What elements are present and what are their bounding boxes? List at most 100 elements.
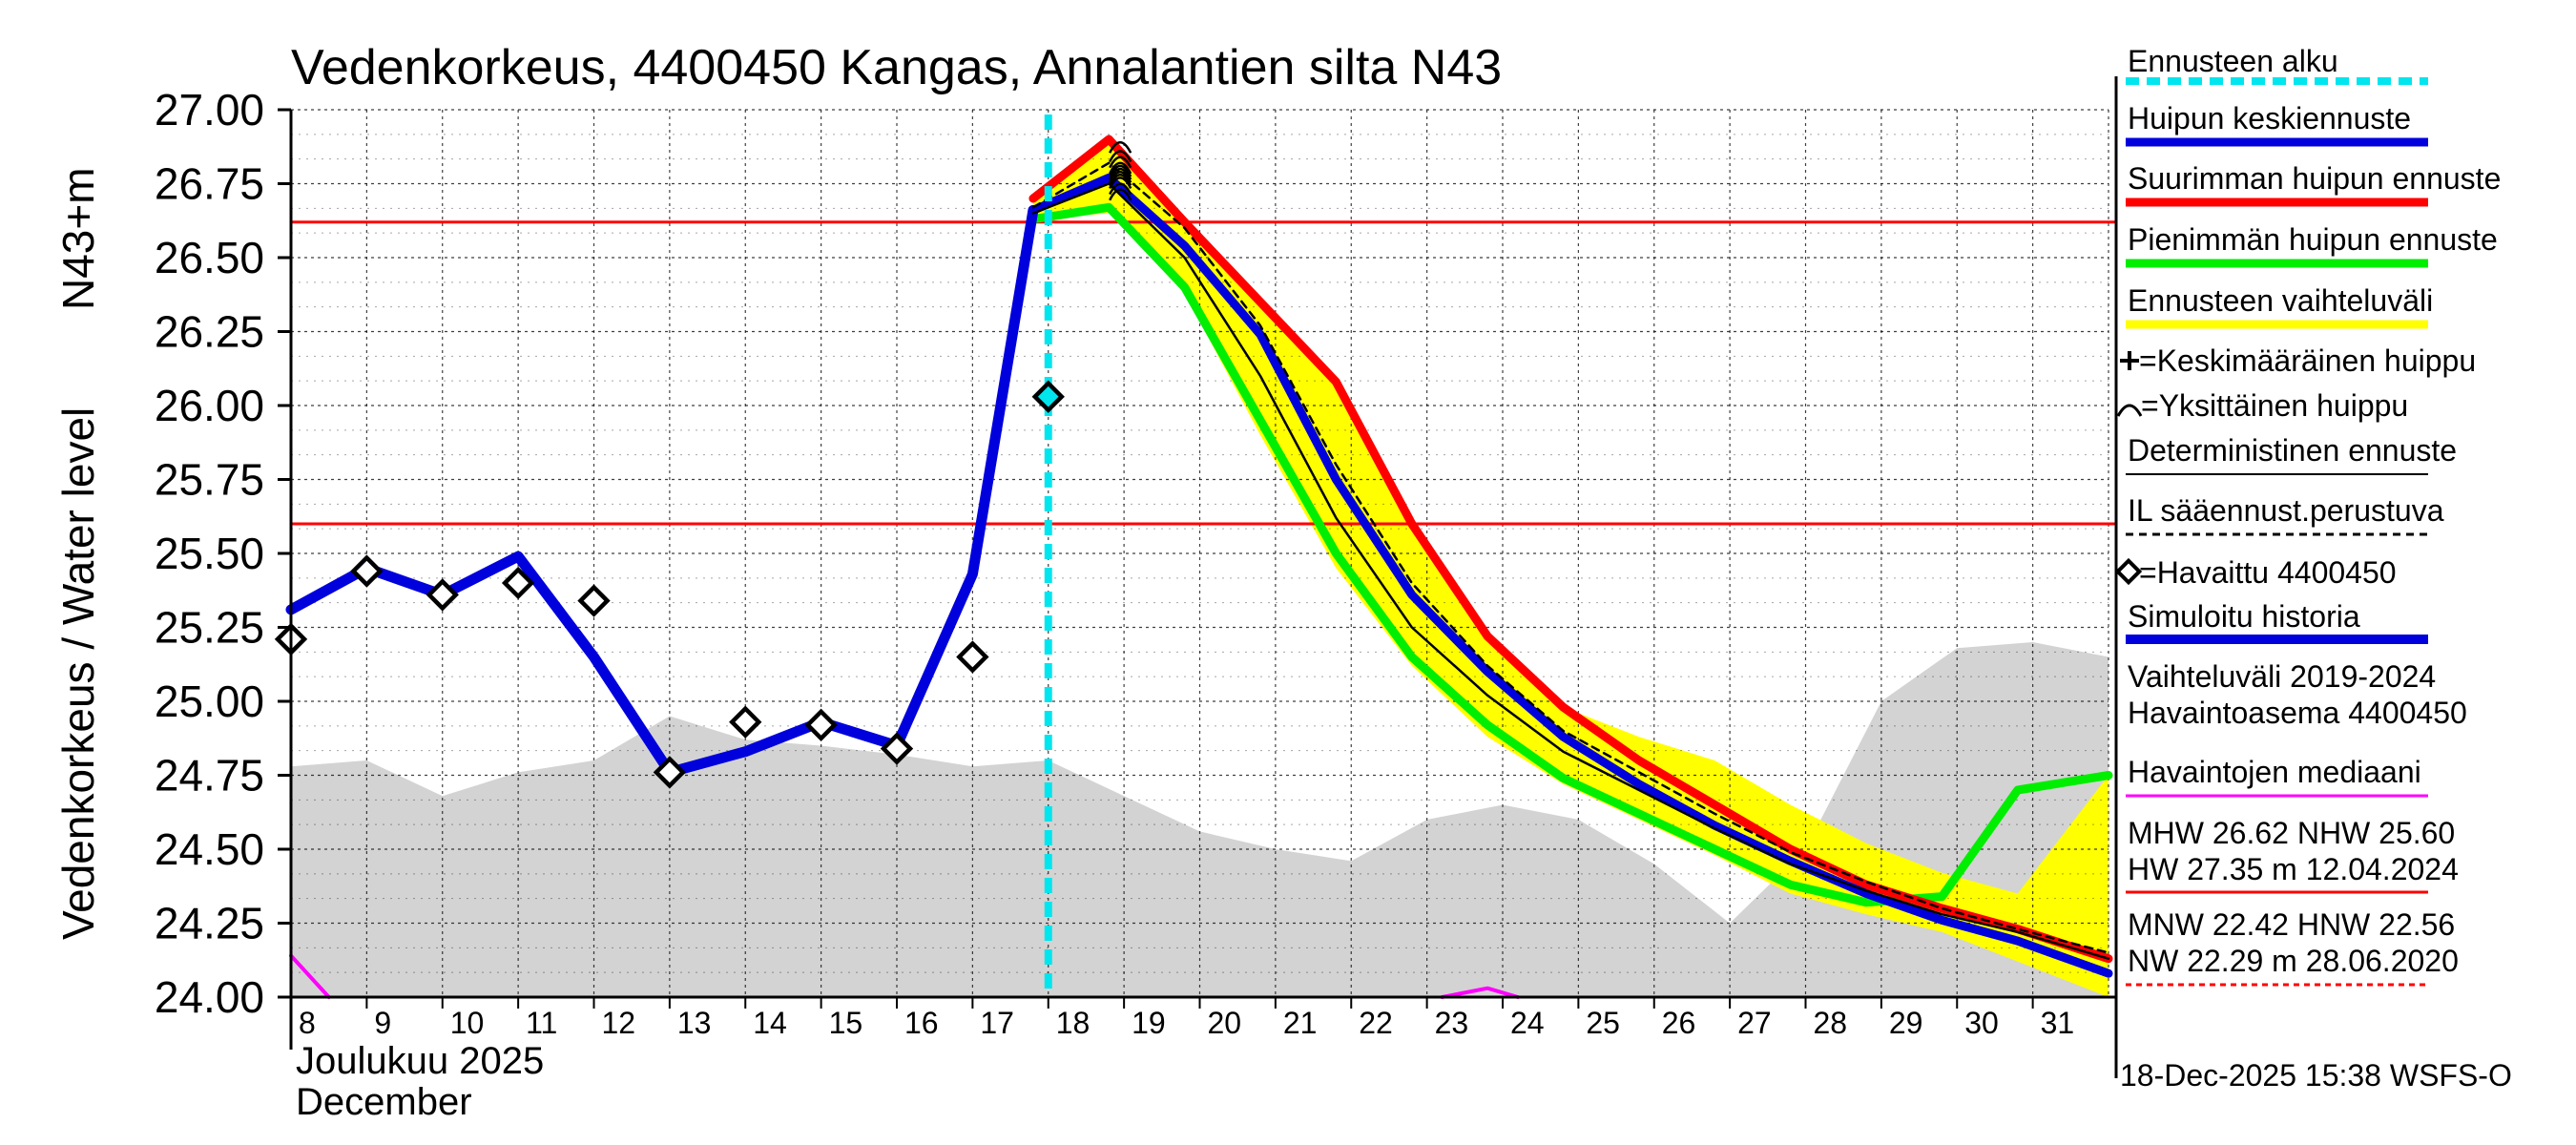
observed-point [653,756,687,789]
x-tick-label: 10 [450,1006,485,1040]
x-tick-label: 13 [677,1006,712,1040]
chart-title: Vedenkorkeus, 4400450 Kangas, Annalantie… [291,40,1502,95]
y-tick-label: 27.00 [155,85,264,135]
timestamp: 18-Dec-2025 15:38 WSFS-O [2120,1058,2512,1093]
legend-single-peak-marker: =Yksittäinen huippu [2141,388,2408,423]
observed-point [956,640,989,674]
legend-deterministic: Deterministinen ennuste [2128,433,2457,468]
peak-marker [1109,140,1132,154]
x-tick-label: 16 [904,1006,939,1040]
series-lines-layer [285,114,2113,999]
reference-lines-layer [291,220,2116,526]
x-tick-label: 15 [829,1006,863,1040]
x-tick-label: 14 [753,1006,787,1040]
legend-observed: =Havaittu 4400450 [2139,555,2397,590]
peak-marker [1109,170,1132,183]
peak-marker [1109,174,1132,186]
x-tick-label: 9 [374,1006,391,1040]
x-tick-label: 28 [1814,1006,1848,1040]
y-tick-label: 24.75 [155,751,264,801]
legend-stats-high-1: MHW 26.62 NHW 25.60 [2128,816,2455,850]
legend-il-based: IL sääennust.perustuva [2128,493,2444,528]
x-tick-label: 19 [1132,1006,1166,1040]
y-tick-label: 24.25 [155,899,264,948]
peak-marker [1109,161,1132,175]
legend-stats-low-2: NW 22.29 m 28.06.2020 [2128,944,2459,978]
legend-range-years: Vaihteluväli 2019-2024 [2128,659,2436,694]
y-tick-label: 26.25 [155,307,264,357]
band-vaihteluv-li-2019-2024 [291,642,2109,997]
y-tick-label: 26.75 [155,159,264,209]
series-havaintojen-mediaani [289,953,331,999]
legend-forecast-start: Ennusteen alku [2128,44,2338,78]
legend-mean-peak: Huipun keskiennuste [2128,101,2411,135]
month-label-en: December [296,1081,472,1123]
diamond-icon [2114,557,2143,586]
legend-stats-high-2: HW 27.35 m 12.04.2024 [2128,852,2459,886]
series-havaintojen-mediaani-b- [1440,986,1520,999]
x-tick-label: 8 [299,1006,316,1040]
x-tick-label: 31 [2041,1006,2075,1040]
month-label-fi: Joulukuu 2025 [296,1040,544,1082]
observed-point [804,708,838,741]
y-tick-label: 24.00 [155,972,264,1022]
observed-point [577,584,611,617]
band-ennusteen-vaihteluv-li [1032,139,2109,997]
legend-simulated: Simuloitu historia [2128,599,2360,634]
x-tick-label: 24 [1510,1006,1545,1040]
observed-point [501,566,535,600]
x-tick-label: 23 [1435,1006,1469,1040]
peak-marker [1109,182,1132,196]
observed-point [350,554,384,588]
observed-point [426,578,459,612]
peak-marker [1109,177,1132,189]
y-tick-label: 25.00 [155,677,264,726]
bands-layer [291,139,2109,997]
x-tick-label: 30 [1964,1006,1999,1040]
legend-min-peak: Pienimmän huipun ennuste [2128,222,2498,257]
x-tick-label: 11 [526,1006,557,1040]
y-tick-label: 24.50 [155,824,264,874]
y-tick-label: 25.50 [155,529,264,578]
series-suurimman-huipun-ennuste [1028,135,2113,964]
y-tick-label: 25.25 [155,603,264,653]
markers-layer [274,140,1132,789]
axis-layer: 27.00 26.75 26.50 26.25 26.00 25.75 25.50 25.25… [155,76,2118,1078]
legend-range: Ennusteen vaihteluväli [2128,283,2433,318]
peak-marker [1109,167,1132,180]
legend-median: Havaintojen mediaani [2128,755,2421,789]
peak-marker [1109,150,1132,163]
legend: Ennusteen alku Huipun keskiennuste Suuri… [2114,44,2501,987]
series-deterministinen-ennuste [1031,182,2110,960]
x-tick-label: 26 [1662,1006,1696,1040]
x-tick-label: 29 [1889,1006,1923,1040]
x-tick-label: 22 [1359,1006,1393,1040]
y-tick-label: 26.50 [155,233,264,282]
y-tick-label: 25.75 [155,455,264,505]
x-tick-label: 20 [1208,1006,1242,1040]
y-axis-label: Vedenkorkeus / Water level [53,407,103,940]
peak-marker [1109,188,1132,201]
plus-icon [2120,351,2139,370]
y-axis-unit-label: N43+m [53,167,103,310]
x-tick-label: 17 [980,1006,1014,1040]
observed-point [1031,380,1065,413]
series-huipun-keskiennuste [1028,173,2113,978]
peak-marker [1109,156,1132,169]
x-tick-label: 27 [1737,1006,1772,1040]
x-tick-label: 21 [1283,1006,1318,1040]
x-tick-label: 25 [1586,1006,1620,1040]
observed-point [880,732,914,765]
peak-marker [1109,164,1132,177]
observed-point [729,705,762,739]
legend-mean-peak-marker: =Keskimääräinen huippu [2139,344,2476,378]
series-il-s-ennust-perustuva [1031,161,2110,954]
x-tick-label: 18 [1056,1006,1091,1040]
legend-max-peak: Suurimman huipun ennuste [2128,161,2501,196]
y-tick-label: 26.00 [155,381,264,430]
x-tick-label: 12 [602,1006,636,1040]
legend-stats-low-1: MNW 22.42 HNW 22.56 [2128,907,2455,942]
arc-icon [2116,404,2143,417]
legend-station: Havaintoasema 4400450 [2128,696,2467,730]
